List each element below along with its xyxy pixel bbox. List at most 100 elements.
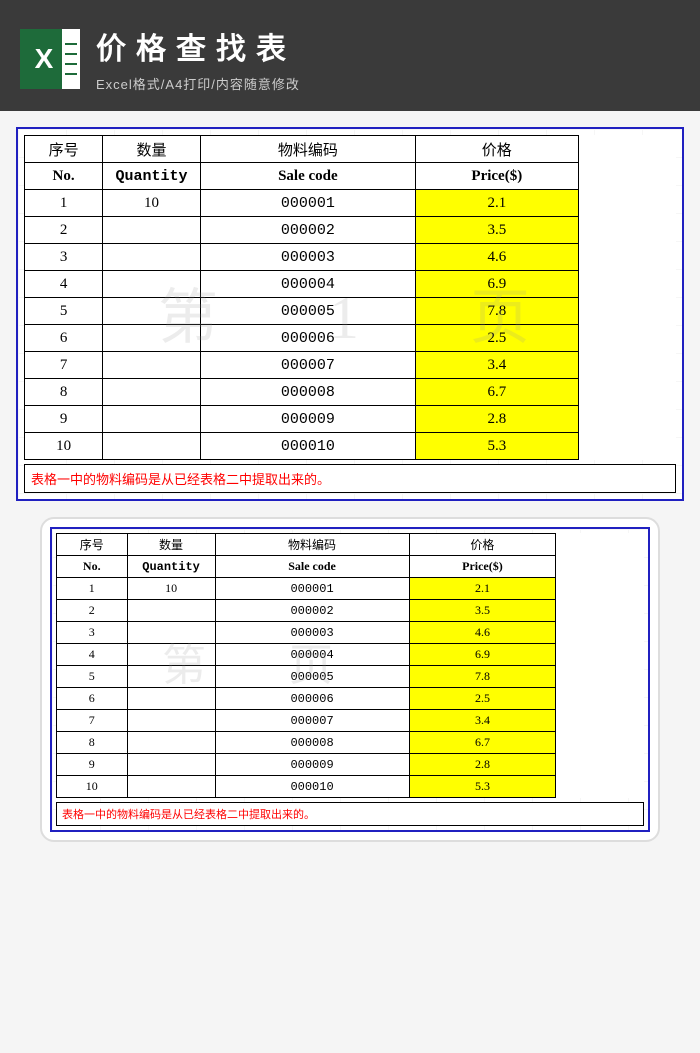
cell-no: 9 xyxy=(57,754,128,776)
col-header-qty-cn: 数量 xyxy=(103,136,201,163)
cell-code: 000008 xyxy=(215,732,409,754)
cell-qty xyxy=(127,600,215,622)
cell-code: 000007 xyxy=(200,352,415,379)
cell-code: 000003 xyxy=(215,622,409,644)
cell-price: 4.6 xyxy=(415,244,578,271)
table-row: 5 0000057.8 xyxy=(25,298,677,325)
cell-qty xyxy=(127,732,215,754)
cell-code: 000006 xyxy=(200,325,415,352)
cell-qty xyxy=(103,271,201,298)
cell-qty xyxy=(127,622,215,644)
footer-note-small: 表格一中的物料编码是从已经表格二中提取出来的。 xyxy=(56,802,644,826)
cell-code: 000009 xyxy=(215,754,409,776)
col-header-price-en: Price($) xyxy=(415,163,578,190)
cell-qty xyxy=(103,379,201,406)
cell-no: 6 xyxy=(25,325,103,352)
table-row: 100000105.3 xyxy=(25,433,677,460)
cell-qty xyxy=(103,406,201,433)
header-subtitle: Excel格式/A4打印/内容随意修改 xyxy=(96,74,680,93)
table-row: 8 0000086.7 xyxy=(57,732,645,754)
cell-code: 000007 xyxy=(215,710,409,732)
cell-code: 000003 xyxy=(200,244,415,271)
table-row: 1100000012.1 xyxy=(25,190,677,217)
cell-no: 1 xyxy=(57,578,128,600)
cell-qty xyxy=(127,688,215,710)
excel-icon-letter: X xyxy=(35,43,54,75)
cell-code: 000001 xyxy=(200,190,415,217)
table-row: 80000086.7 xyxy=(25,379,677,406)
cell-qty xyxy=(127,710,215,732)
cell-no: 8 xyxy=(25,379,103,406)
table-row: 3 0000034.6 xyxy=(25,244,677,271)
cell-code: 000010 xyxy=(215,776,409,798)
table-row: 3 0000034.6 xyxy=(57,622,645,644)
table-row: 50000057.8 xyxy=(57,666,645,688)
col-header-qty-en-s: Quantity xyxy=(127,556,215,578)
footer-note-large: 表格一中的物料编码是从已经表格二中提取出来的。 xyxy=(24,464,676,493)
table-row: 20000023.5 xyxy=(57,600,645,622)
header-title: 价格查找表 xyxy=(96,24,680,68)
cell-code: 000005 xyxy=(215,666,409,688)
cell-price: 3.5 xyxy=(415,217,578,244)
col-header-no-cn: 序号 xyxy=(25,136,103,163)
cell-price: 3.4 xyxy=(409,710,556,732)
cell-qty xyxy=(127,644,215,666)
cell-no: 8 xyxy=(57,732,128,754)
cell-price: 5.3 xyxy=(415,433,578,460)
col-header-code-cn: 物料编码 xyxy=(200,136,415,163)
spreadsheet-panel-small: 第 页 序号 数量 物料编码 价格 No. Quantity Sale code… xyxy=(50,527,650,832)
table-row: 4 0000046.9 xyxy=(25,271,677,298)
cell-code: 000004 xyxy=(215,644,409,666)
cell-code: 000010 xyxy=(200,433,415,460)
cell-code: 000004 xyxy=(200,271,415,298)
cell-price: 2.5 xyxy=(415,325,578,352)
cell-code: 000005 xyxy=(200,298,415,325)
col-header-qty-cn-s: 数量 xyxy=(127,534,215,556)
tablet-frame: 第 页 序号 数量 物料编码 价格 No. Quantity Sale code… xyxy=(40,517,660,842)
table-row: 70000073.4 xyxy=(25,352,677,379)
cell-qty xyxy=(103,244,201,271)
cell-code: 000001 xyxy=(215,578,409,600)
cell-qty: 10 xyxy=(127,578,215,600)
cell-qty xyxy=(103,433,201,460)
cell-price: 4.6 xyxy=(409,622,556,644)
col-header-price-en-s: Price($) xyxy=(409,556,556,578)
cell-price: 5.3 xyxy=(409,776,556,798)
cell-qty xyxy=(103,298,201,325)
cell-qty xyxy=(127,666,215,688)
table-body-large: 1100000012.120000023.530000034.640000046… xyxy=(25,190,677,460)
cell-price: 7.8 xyxy=(415,298,578,325)
header-text: 价格查找表 Excel格式/A4打印/内容随意修改 xyxy=(96,24,680,93)
cell-price: 6.7 xyxy=(409,732,556,754)
col-header-no-en-s: No. xyxy=(57,556,128,578)
cell-price: 6.9 xyxy=(415,271,578,298)
cell-price: 2.1 xyxy=(409,578,556,600)
col-header-code-cn-s: 物料编码 xyxy=(215,534,409,556)
cell-price: 2.8 xyxy=(415,406,578,433)
page-header: X 价格查找表 Excel格式/A4打印/内容随意修改 xyxy=(0,0,700,111)
cell-qty xyxy=(127,776,215,798)
col-header-code-en-s: Sale code xyxy=(215,556,409,578)
spreadsheet-panel-large: 第 1 页 序号 数量 物料编码 价格 No. Quantity Sale co… xyxy=(16,127,684,501)
cell-qty xyxy=(103,325,201,352)
cell-no: 2 xyxy=(25,217,103,244)
cell-no: 5 xyxy=(57,666,128,688)
header-row-cn-small: 序号 数量 物料编码 价格 xyxy=(57,534,645,556)
table-row: 20000023.5 xyxy=(25,217,677,244)
table-row: 90000092.8 xyxy=(25,406,677,433)
cell-code: 000002 xyxy=(215,600,409,622)
cell-price: 2.5 xyxy=(409,688,556,710)
cell-no: 2 xyxy=(57,600,128,622)
cell-price: 2.8 xyxy=(409,754,556,776)
cell-no: 9 xyxy=(25,406,103,433)
cell-price: 2.1 xyxy=(415,190,578,217)
cell-qty xyxy=(103,352,201,379)
cell-no: 5 xyxy=(25,298,103,325)
table-row: 40000046.9 xyxy=(57,644,645,666)
cell-no: 3 xyxy=(25,244,103,271)
cell-no: 4 xyxy=(25,271,103,298)
col-header-no-en: No. xyxy=(25,163,103,190)
cell-no: 3 xyxy=(57,622,128,644)
cell-no: 7 xyxy=(25,352,103,379)
table-row: 6 0000062.5 xyxy=(25,325,677,352)
